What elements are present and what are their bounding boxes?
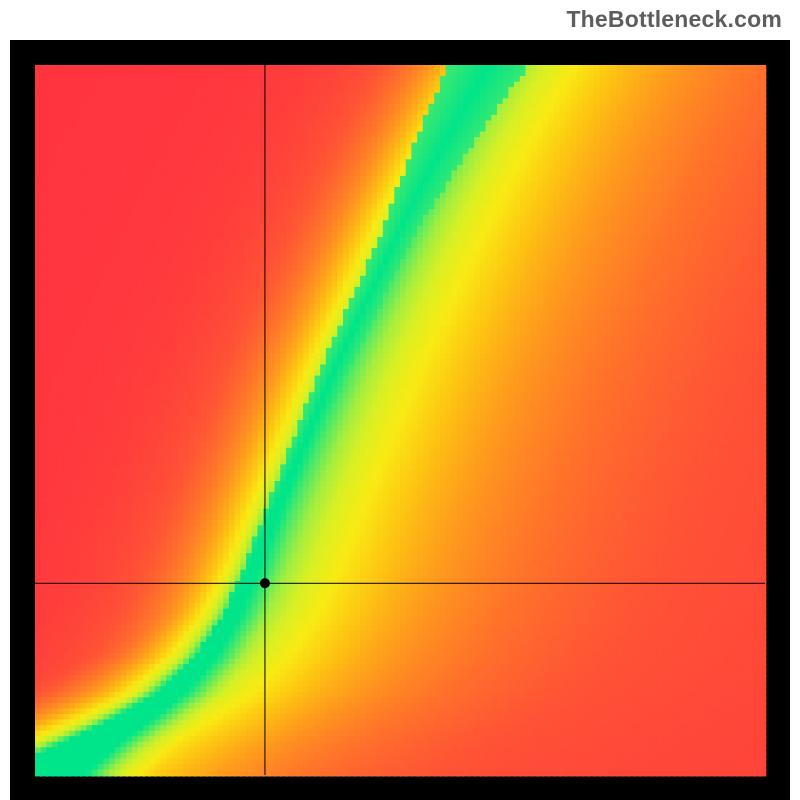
watermark-text: TheBottleneck.com (566, 6, 782, 33)
heatmap-plot (10, 40, 790, 800)
